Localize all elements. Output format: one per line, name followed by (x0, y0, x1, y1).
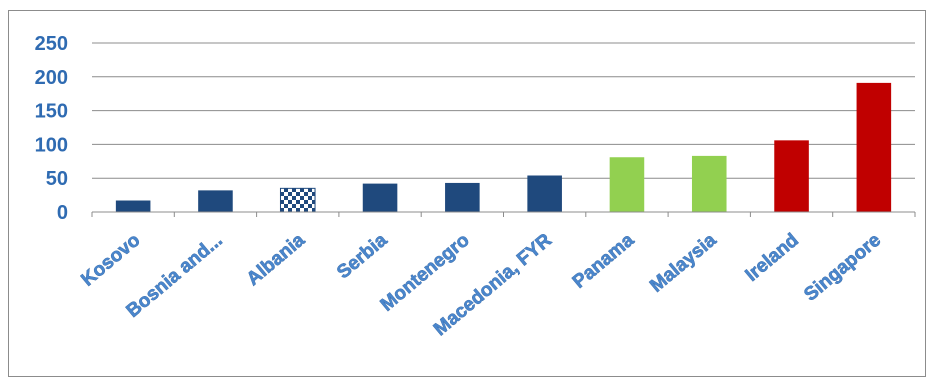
y-tick-labels: 0 50 100 150 200 250 (35, 33, 68, 224)
category-label: Albania (243, 229, 309, 289)
bar-7 (691, 155, 727, 212)
category-label: Serbia (333, 229, 391, 283)
y-tick-label: 50 (46, 168, 68, 190)
bars (115, 82, 892, 213)
x-axis (91, 211, 916, 217)
category-label: Panama (569, 229, 639, 292)
y-tick-label: 0 (57, 202, 68, 224)
y-tick-label: 100 (35, 134, 68, 156)
y-tick-label: 200 (35, 67, 68, 89)
bar-5 (527, 175, 562, 212)
category-label: Malaysia (646, 229, 721, 296)
bar-6 (609, 157, 645, 212)
y-tick-label: 250 (35, 33, 68, 55)
category-label: Ireland (742, 230, 803, 286)
category-label: Kosovo (77, 230, 144, 291)
bar-8 (774, 140, 809, 212)
bar-2 (279, 187, 316, 213)
y-tick-label: 150 (35, 101, 68, 123)
bar-4 (445, 182, 480, 212)
bar-0 (115, 200, 151, 212)
bar-3 (362, 183, 398, 212)
bar-1 (198, 190, 233, 212)
category-label: Singapore (800, 230, 885, 306)
bar-9 (856, 82, 892, 212)
